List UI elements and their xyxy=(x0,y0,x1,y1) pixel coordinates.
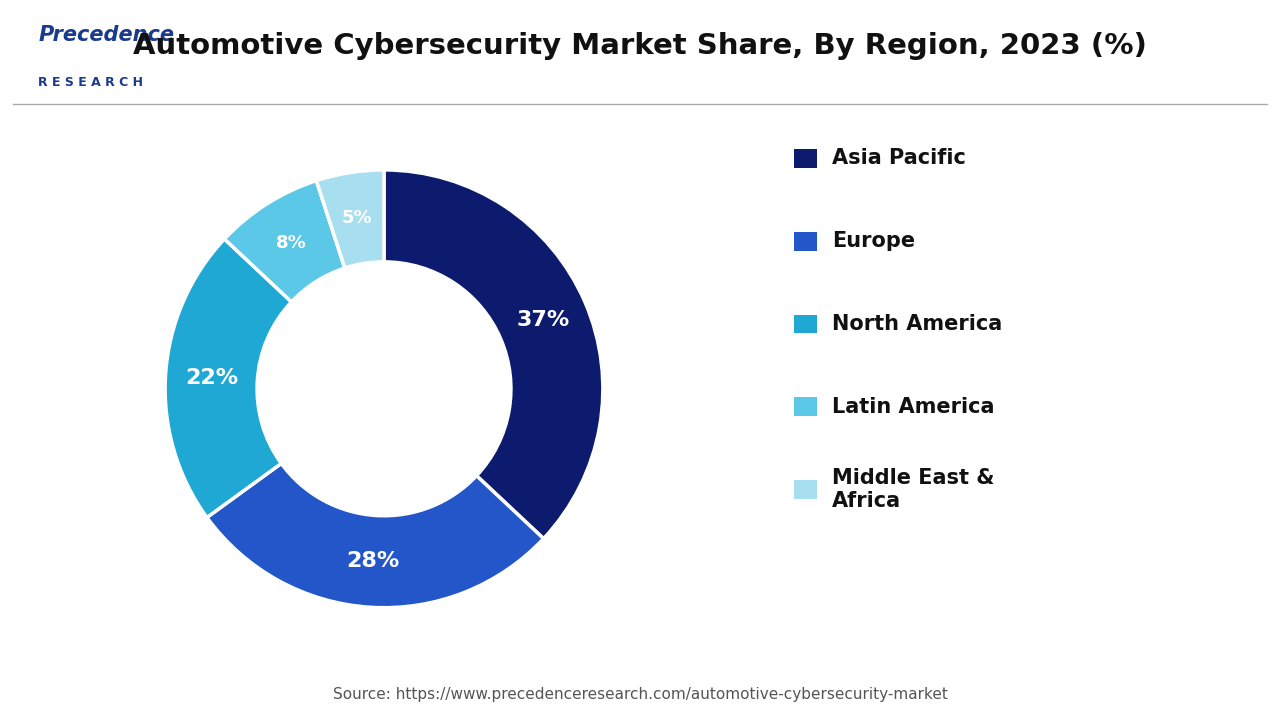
Text: Source: https://www.precedenceresearch.com/automotive-cybersecurity-market: Source: https://www.precedenceresearch.c… xyxy=(333,687,947,702)
Wedge shape xyxy=(316,170,384,268)
Text: R E S E A R C H: R E S E A R C H xyxy=(38,76,143,89)
Text: 37%: 37% xyxy=(516,310,570,330)
Text: Automotive Cybersecurity Market Share, By Region, 2023 (%): Automotive Cybersecurity Market Share, B… xyxy=(133,32,1147,60)
Text: 5%: 5% xyxy=(342,209,372,227)
Text: Europe: Europe xyxy=(832,231,915,251)
Wedge shape xyxy=(165,239,292,518)
Text: Precedence: Precedence xyxy=(38,25,174,45)
Text: 8%: 8% xyxy=(276,234,307,252)
Wedge shape xyxy=(207,464,544,608)
Wedge shape xyxy=(384,170,603,539)
Text: Middle East &
Africa: Middle East & Africa xyxy=(832,468,995,511)
Wedge shape xyxy=(224,181,344,302)
Text: Asia Pacific: Asia Pacific xyxy=(832,148,966,168)
Text: 22%: 22% xyxy=(184,368,238,388)
Text: North America: North America xyxy=(832,314,1002,334)
Text: Latin America: Latin America xyxy=(832,397,995,417)
Text: 28%: 28% xyxy=(347,552,399,572)
